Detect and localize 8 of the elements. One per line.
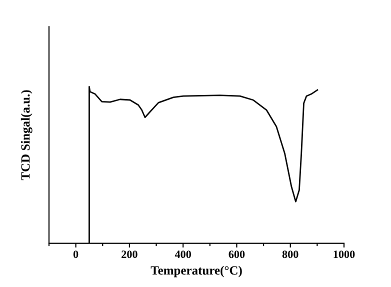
x-tick-label: 400 [174,250,191,258]
x-tick-label: 600 [228,250,245,258]
x-tick-label: 200 [122,250,138,258]
x-tick-label: 0 [73,250,78,258]
x-tick-label: 1000 [334,250,355,258]
y-axis-title: TCD Singal(a.u.) [20,90,32,180]
x-axis-title: Temperature(°C) [150,266,242,278]
x-tick-label: 800 [282,250,298,258]
